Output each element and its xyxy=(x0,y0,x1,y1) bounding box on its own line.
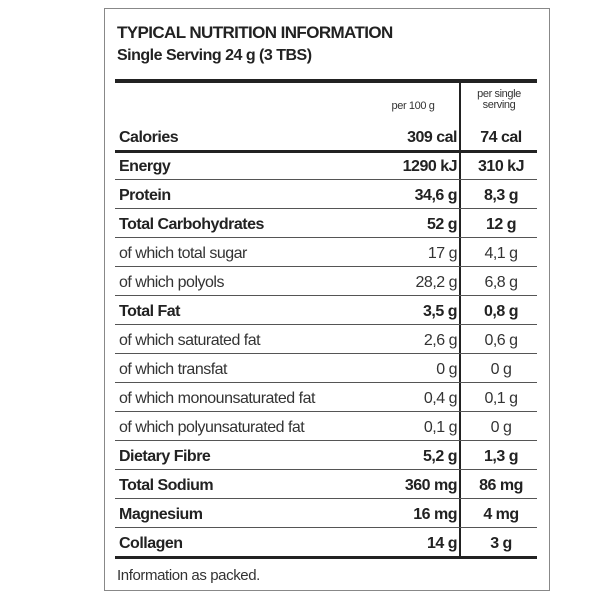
value-cell: 4,1 g xyxy=(484,245,518,262)
table-row: of which monounsaturated fat 0,4 g 0,1 g xyxy=(115,382,537,411)
value-cell: 12 g xyxy=(485,216,517,233)
title: TYPICAL NUTRITION INFORMATION xyxy=(117,23,393,42)
table-row: of which saturated fat 2,6 g 0,6 g xyxy=(115,324,537,353)
footer: Information as packed. xyxy=(117,567,260,584)
value-cell: 0,6 g xyxy=(484,332,518,349)
label-cell: of which transfat xyxy=(119,361,228,378)
table-row: Collagen 14 g 3 g xyxy=(115,527,537,556)
row-rule xyxy=(115,266,537,267)
label-cell: of which polyunsaturated fat xyxy=(119,419,305,436)
column-header: per single serving xyxy=(477,88,521,111)
value-cell: 0 g xyxy=(490,419,512,436)
value-cell: 1290 kJ xyxy=(402,158,458,175)
row-rule xyxy=(115,208,537,209)
label-cell: Magnesium xyxy=(119,506,203,523)
value-cell: 86 mg xyxy=(479,477,523,494)
value-cell: 0,1 g xyxy=(484,390,518,407)
table-row: Calories 309 cal 74 cal xyxy=(115,121,537,150)
value-cell: 360 mg xyxy=(404,477,458,494)
table-row: Energy 1290 kJ 310 kJ xyxy=(115,150,537,179)
subtitle: Single Serving 24 g (3 TBS) xyxy=(117,47,312,64)
row-rule xyxy=(115,179,537,180)
row-rule xyxy=(115,556,537,559)
value-cell: 309 cal xyxy=(407,129,457,146)
value-cell: 0 g xyxy=(490,361,512,378)
label-cell: Collagen xyxy=(119,535,183,552)
value-cell: 16 mg xyxy=(413,506,457,523)
label-cell: of which total sugar xyxy=(119,245,247,262)
table-row: of which polyols 28,2 g 6,8 g xyxy=(115,266,537,295)
label-cell: Protein xyxy=(119,187,171,204)
value-cell: 17 g xyxy=(427,245,458,262)
value-cell: 0 g xyxy=(436,361,457,378)
value-cell: 5,2 g xyxy=(423,448,457,465)
row-rule xyxy=(115,324,537,325)
table-row: of which transfat 0 g 0 g xyxy=(115,353,537,382)
value-cell: 6,8 g xyxy=(484,274,518,291)
value-cell: 0,1 g xyxy=(423,419,458,436)
column-divider xyxy=(459,81,461,557)
row-rule xyxy=(115,353,537,354)
row-rule xyxy=(115,469,537,470)
label-cell: Total Fat xyxy=(119,303,180,320)
table-row: Protein 34,6 g 8,3 g xyxy=(115,179,537,208)
value-cell: 4 mg xyxy=(483,506,519,523)
rule xyxy=(115,79,537,83)
table-row: of which total sugar 17 g 4,1 g xyxy=(115,237,537,266)
value-cell: 74 cal xyxy=(480,129,522,146)
label-cell: Total Carbohydrates xyxy=(119,216,264,233)
value-cell: 0,4 g xyxy=(423,390,458,407)
row-rule xyxy=(115,382,537,383)
label-cell: Energy xyxy=(119,158,171,175)
row-rule xyxy=(115,411,537,412)
value-cell: 52 g xyxy=(426,216,458,233)
column-header: per 100 g xyxy=(391,100,435,112)
row-rule xyxy=(115,440,537,441)
value-cell: 34,6 g xyxy=(414,187,458,204)
value-cell: 14 g xyxy=(426,535,458,552)
label-cell: of which monounsaturated fat xyxy=(119,390,315,407)
label-cell: Calories xyxy=(119,129,179,146)
table-row: Total Carbohydrates 52 g 12 g xyxy=(115,208,537,237)
table-row: of which polyunsaturated fat 0,1 g 0 g xyxy=(115,411,537,440)
value-cell: 3,5 g xyxy=(423,303,457,320)
label-cell: of which polyols xyxy=(119,274,224,291)
value-cell: 28,2 g xyxy=(415,274,458,291)
table-row: Total Sodium 360 mg 86 mg xyxy=(115,469,537,498)
value-cell: 0,8 g xyxy=(484,303,518,320)
value-cell: 1,3 g xyxy=(484,448,518,465)
row-rule xyxy=(115,237,537,238)
label-cell: Total Sodium xyxy=(119,477,214,494)
row-rule xyxy=(115,498,537,499)
value-cell: 2,6 g xyxy=(423,332,458,349)
row-rule xyxy=(115,150,537,153)
row-rule xyxy=(115,527,537,528)
value-cell: 310 kJ xyxy=(478,158,524,175)
table-row: Dietary Fibre 5,2 g 1,3 g xyxy=(115,440,537,469)
label-cell: Dietary Fibre xyxy=(119,448,211,465)
table-row: Total Fat 3,5 g 0,8 g xyxy=(115,295,537,324)
value-cell: 3 g xyxy=(490,535,512,552)
label-cell: of which saturated fat xyxy=(119,332,261,349)
value-cell: 8,3 g xyxy=(484,187,518,204)
row-rule xyxy=(115,295,537,296)
table-row: Magnesium 16 mg 4 mg xyxy=(115,498,537,527)
nutrition-label: TYPICAL NUTRITION INFORMATION Single Ser… xyxy=(104,8,550,591)
